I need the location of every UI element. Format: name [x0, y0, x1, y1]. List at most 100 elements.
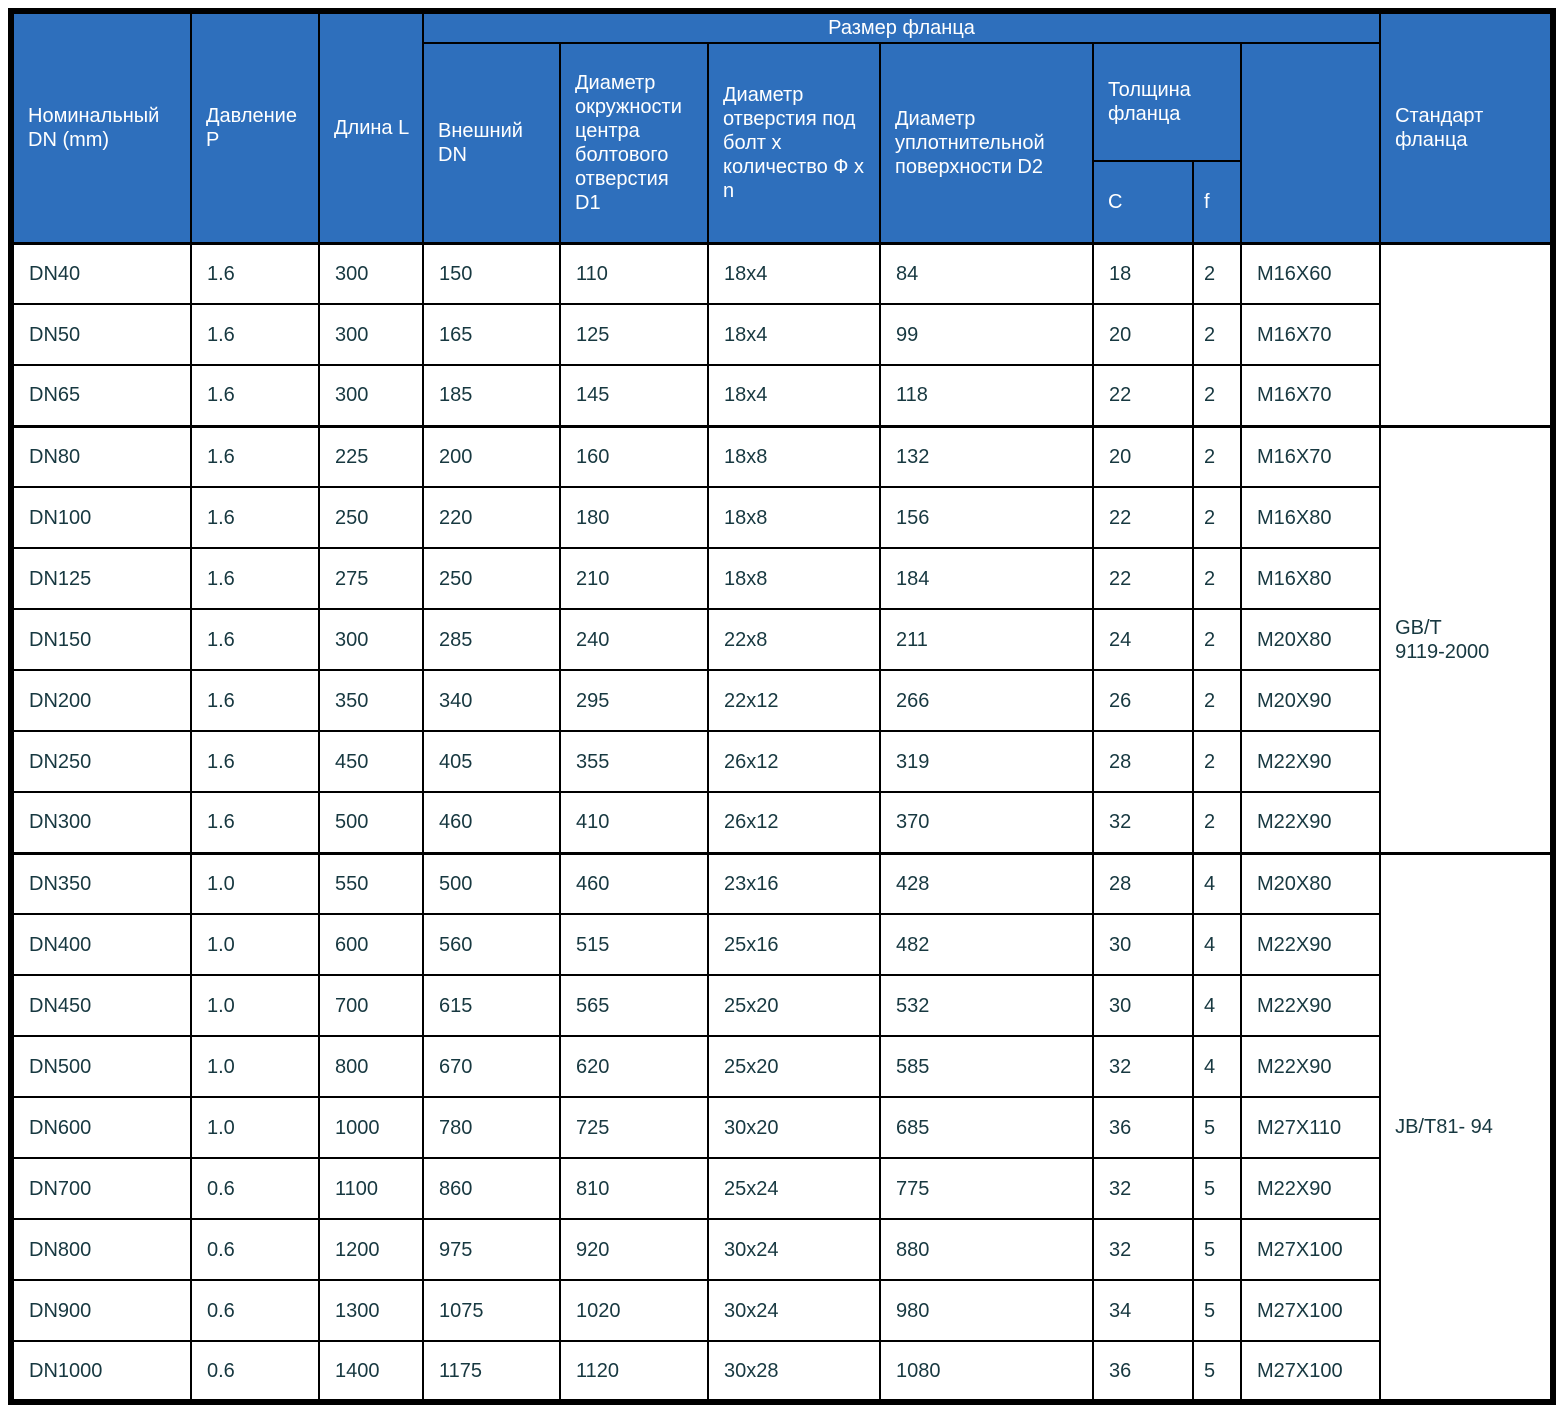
col-header-sealing-d2: Диаметр уплотнительной поверхности D2 [879, 42, 1094, 244]
cell-thickness-c: 28 [1092, 851, 1194, 915]
cell-outer-dn: 285 [422, 608, 561, 671]
cell-thickness-c: 32 [1092, 1157, 1194, 1220]
col-header-thickness-c: C [1092, 160, 1194, 244]
cell-bolt-spec: M27X110 [1239, 1096, 1382, 1159]
cell-sealing-d2: 156 [879, 486, 1094, 549]
cell-thickness-f: 5 [1192, 1340, 1242, 1403]
cell-bolt-hole-phi-n: 25x24 [707, 1157, 881, 1220]
cell-length-l: 300 [318, 303, 424, 366]
cell-length-l: 1200 [318, 1218, 424, 1281]
cell-outer-dn: 250 [422, 547, 561, 610]
cell-bolt-circle-d1: 240 [559, 608, 709, 671]
cell-bolt-spec: M16X60 [1239, 241, 1382, 305]
cell-nominal-dn: DN125 [10, 547, 192, 610]
cell-thickness-c: 32 [1092, 1218, 1194, 1281]
cell-bolt-circle-d1: 410 [559, 791, 709, 854]
cell-pressure-p: 1.6 [190, 669, 320, 732]
cell-bolt-spec: M16X70 [1239, 364, 1382, 427]
cell-pressure-p: 0.6 [190, 1340, 320, 1403]
cell-sealing-d2: 319 [879, 730, 1094, 793]
cell-thickness-c: 32 [1092, 1035, 1194, 1098]
col-header-outer-dn: Внешний DN [422, 42, 561, 244]
cell-pressure-p: 1.0 [190, 913, 320, 976]
cell-bolt-hole-phi-n: 18x8 [707, 547, 881, 610]
cell-sealing-d2: 118 [879, 364, 1094, 427]
cell-length-l: 700 [318, 974, 424, 1037]
table-row: DN150 1.6 300 285 240 22x8 211 24 2 M20X80 [10, 608, 1553, 671]
col-header-bolt-hole: Диаметр отверстия под болт х количество … [707, 42, 881, 244]
cell-nominal-dn: DN65 [10, 364, 192, 427]
cell-pressure-p: 1.0 [190, 974, 320, 1037]
cell-pressure-p: 1.6 [190, 791, 320, 854]
table-row: DN1000 0.6 1400 1175 1120 30x28 1080 36 5 M27X100 [10, 1340, 1553, 1403]
cell-bolt-spec: M22X90 [1239, 791, 1382, 854]
cell-bolt-spec: M16X80 [1239, 547, 1382, 610]
cell-thickness-f: 5 [1192, 1096, 1242, 1159]
table-row: DN400 1.0 600 560 515 25x16 482 30 4 M22X90 [10, 913, 1553, 976]
cell-bolt-hole-phi-n: 23x16 [707, 851, 881, 915]
col-header-bolt-spec [1239, 42, 1382, 244]
cell-bolt-spec: M22X90 [1239, 974, 1382, 1037]
cell-thickness-c: 20 [1092, 303, 1194, 366]
cell-pressure-p: 1.6 [190, 730, 320, 793]
cell-length-l: 550 [318, 851, 424, 915]
cell-thickness-c: 32 [1092, 791, 1194, 854]
cell-bolt-circle-d1: 460 [559, 851, 709, 915]
cell-length-l: 1300 [318, 1279, 424, 1342]
cell-bolt-circle-d1: 1120 [559, 1340, 709, 1403]
cell-sealing-d2: 184 [879, 547, 1094, 610]
cell-thickness-f: 4 [1192, 913, 1242, 976]
cell-pressure-p: 0.6 [190, 1157, 320, 1220]
cell-thickness-f: 2 [1192, 303, 1242, 366]
cell-bolt-hole-phi-n: 30x20 [707, 1096, 881, 1159]
cell-bolt-spec: M22X90 [1239, 913, 1382, 976]
cell-pressure-p: 0.6 [190, 1218, 320, 1281]
table-row: DN100 1.6 250 220 180 18x8 156 22 2 M16X80 [10, 486, 1553, 549]
cell-thickness-c: 26 [1092, 669, 1194, 732]
cell-bolt-circle-d1: 210 [559, 547, 709, 610]
cell-outer-dn: 1075 [422, 1279, 561, 1342]
col-header-flange-size-group: Размер фланца [421, 10, 1382, 44]
cell-sealing-d2: 532 [879, 974, 1094, 1037]
cell-thickness-c: 20 [1092, 424, 1194, 488]
cell-bolt-circle-d1: 515 [559, 913, 709, 976]
cell-length-l: 250 [318, 486, 424, 549]
cell-nominal-dn: DN300 [10, 791, 192, 854]
cell-sealing-d2: 482 [879, 913, 1094, 976]
table-header: Номинальный DN (mm) Давление P Длина L Р… [10, 10, 1555, 244]
cell-outer-dn: 405 [422, 730, 561, 793]
cell-bolt-circle-d1: 160 [559, 424, 709, 488]
cell-outer-dn: 1175 [422, 1340, 561, 1403]
cell-bolt-hole-phi-n: 30x28 [707, 1340, 881, 1403]
col-header-pressure: Давление P [190, 10, 320, 244]
cell-outer-dn: 500 [422, 851, 561, 915]
cell-thickness-f: 2 [1192, 364, 1242, 427]
cell-outer-dn: 185 [422, 364, 561, 427]
cell-outer-dn: 670 [422, 1035, 561, 1098]
cell-outer-dn: 560 [422, 913, 561, 976]
cell-length-l: 800 [318, 1035, 424, 1098]
cell-sealing-d2: 132 [879, 424, 1094, 488]
cell-sealing-d2: 266 [879, 669, 1094, 732]
cell-sealing-d2: 84 [879, 241, 1094, 305]
cell-bolt-hole-phi-n: 18x8 [707, 424, 881, 488]
cell-nominal-dn: DN600 [10, 1096, 192, 1159]
table-row: DN300 1.6 500 460 410 26x12 370 32 2 M22X90 [10, 791, 1553, 854]
cell-nominal-dn: DN700 [10, 1157, 192, 1220]
table-row: DN450 1.0 700 615 565 25x20 532 30 4 M22X90 [10, 974, 1553, 1037]
cell-thickness-c: 30 [1092, 974, 1194, 1037]
cell-nominal-dn: DN250 [10, 730, 192, 793]
cell-nominal-dn: DN50 [10, 303, 192, 366]
cell-thickness-c: 36 [1092, 1096, 1194, 1159]
cell-thickness-f: 2 [1192, 608, 1242, 671]
cell-bolt-circle-d1: 725 [559, 1096, 709, 1159]
cell-bolt-circle-d1: 355 [559, 730, 709, 793]
cell-bolt-circle-d1: 920 [559, 1218, 709, 1281]
cell-thickness-f: 2 [1192, 241, 1242, 305]
cell-outer-dn: 460 [422, 791, 561, 854]
cell-thickness-c: 34 [1092, 1279, 1194, 1342]
cell-thickness-c: 28 [1092, 730, 1194, 793]
cell-standard: GB/T 9119-2000 [1379, 424, 1555, 854]
cell-length-l: 350 [318, 669, 424, 732]
cell-thickness-c: 18 [1092, 241, 1194, 305]
